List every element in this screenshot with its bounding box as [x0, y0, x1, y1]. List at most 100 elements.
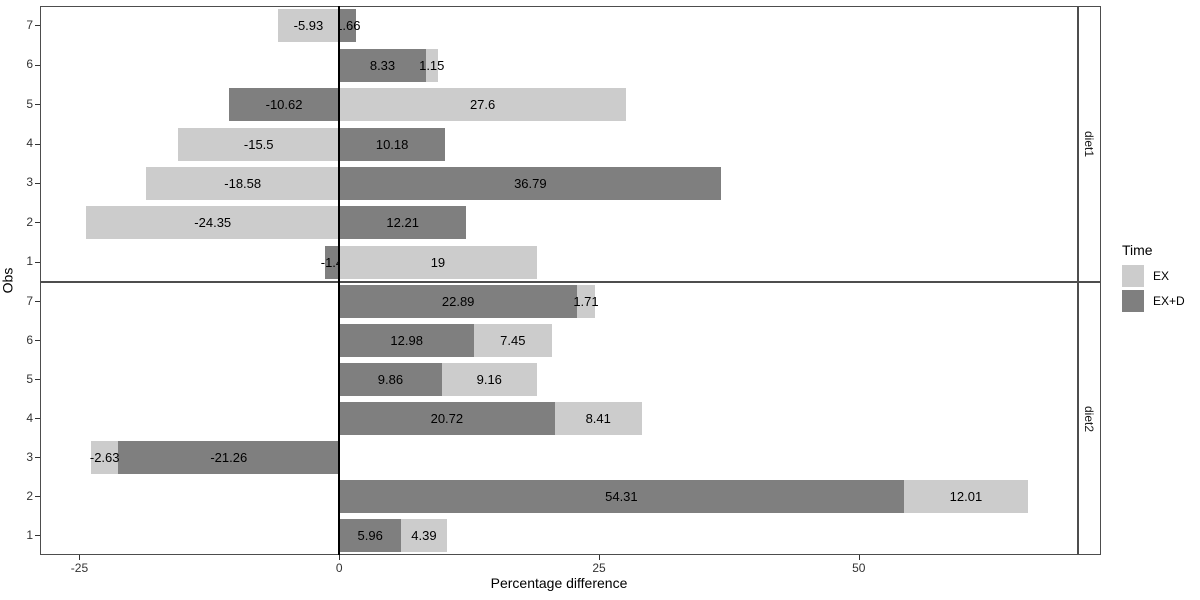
bar-segment: -10.62	[228, 88, 340, 122]
facet-strip-diet2: diet2	[1078, 282, 1101, 555]
y-tick-label: 7	[26, 293, 33, 308]
x-tick-label: 0	[335, 561, 343, 575]
bar-segment: -15.5	[178, 127, 340, 161]
y-axis-tick	[35, 535, 40, 536]
bar-value-label: 8.41	[585, 411, 611, 426]
facet-strip-label: diet2	[1082, 405, 1097, 432]
y-axis-tick	[35, 261, 40, 263]
bar-value-label: -10.62	[265, 97, 303, 113]
bar-value-label: 8.33	[369, 57, 396, 73]
bar-segment: 1.15	[419, 48, 444, 82]
legend-swatch	[1122, 290, 1144, 312]
bar-segment: 7.45	[474, 324, 552, 357]
legend-item-EX+D: EX+D	[1122, 290, 1185, 312]
y-tick-label: 5	[26, 371, 33, 386]
bar-segment: 9.16	[441, 363, 537, 396]
x-tick-label: 50	[852, 561, 866, 575]
y-tick-label: 1	[26, 527, 33, 542]
bar-value-label: 4.39	[411, 528, 437, 543]
bar-value-label: -2.63	[89, 450, 120, 465]
bar-value-label: 9.86	[377, 372, 404, 387]
bar-segment: 12.21	[339, 206, 467, 240]
y-axis-tick	[35, 182, 40, 184]
y-tick-label: 5	[26, 96, 33, 111]
y-tick-label: 6	[26, 57, 33, 72]
bar-value-label: 1.15	[419, 57, 445, 73]
bar-value-label: 5.96	[357, 528, 383, 543]
bar-segment: -5.93	[277, 9, 340, 43]
bar-value-label: -24.35	[194, 215, 232, 231]
x-axis-tick	[599, 555, 600, 560]
bar-segment: -2.63	[89, 441, 120, 474]
bar-segment: 1.66	[335, 9, 361, 43]
bar-value-label: 36.79	[514, 175, 547, 191]
x-tick-label: 25	[592, 561, 606, 575]
y-axis-tick	[35, 222, 40, 224]
bar-segment: 8.41	[554, 402, 642, 435]
y-tick-label: 2	[26, 214, 33, 229]
bar-value-label: 7.45	[500, 333, 526, 348]
bar-segment: 12.01	[903, 480, 1029, 513]
bar-segment: 20.72	[339, 402, 555, 435]
bar-segment: 19	[339, 245, 537, 279]
bar-segment: 10.18	[339, 127, 445, 161]
y-tick-label: 1	[26, 254, 33, 269]
bar-segment: 4.39	[401, 519, 447, 552]
bar-segment: -21.26	[118, 441, 340, 474]
bar-segment: 22.89	[339, 285, 578, 318]
x-axis-title: Percentage difference	[490, 575, 628, 591]
bar-segment: 5.96	[339, 519, 402, 552]
x-axis-tick	[858, 555, 860, 560]
bar-value-label: 12.21	[386, 215, 419, 231]
bar-value-label: 54.31	[605, 489, 638, 504]
bar-segment: 9.86	[339, 363, 442, 396]
legend-label: EX+D	[1153, 294, 1185, 308]
bar-value-label: 1.71	[573, 294, 599, 309]
bar-segment: 27.6	[339, 88, 626, 122]
x-tick-label: -25	[70, 561, 89, 575]
bar-value-label: 10.18	[375, 136, 409, 152]
facet-strip-label: diet1	[1082, 130, 1097, 158]
legend-swatch	[1122, 265, 1144, 287]
zero-reference-line	[338, 6, 341, 555]
bar-value-label: 9.16	[476, 372, 502, 387]
bar-segment: -1.4	[321, 245, 343, 279]
y-axis-tick	[35, 379, 40, 380]
bar-segment: 36.79	[339, 166, 722, 200]
y-axis-title: Obs	[0, 267, 16, 294]
bar-segment: 8.33	[339, 48, 426, 82]
y-axis-tick	[35, 104, 40, 106]
legend-items: EX EX+D	[1122, 265, 1185, 312]
y-tick-label: 3	[26, 449, 33, 464]
bar-segment: 54.31	[339, 480, 904, 513]
bar-value-label: -5.93	[293, 18, 324, 34]
bar-value-label: 20.72	[430, 411, 464, 426]
bar-value-label: 19	[430, 254, 446, 270]
bar-value-label: -1.4	[320, 254, 344, 270]
bar-value-label: 1.66	[335, 18, 361, 34]
y-tick-label: 7	[26, 17, 33, 32]
y-tick-label: 2	[26, 488, 33, 503]
legend: Time EX EX+D	[1122, 242, 1185, 315]
y-tick-label: 4	[26, 136, 33, 150]
y-axis-tick	[35, 496, 40, 497]
bar-value-label: 27.6	[469, 97, 496, 113]
bar-value-label: -21.26	[210, 450, 248, 465]
x-axis-tick	[79, 555, 81, 560]
y-axis-tick	[35, 25, 40, 27]
y-tick-label: 6	[26, 332, 33, 347]
y-axis-tick	[35, 457, 40, 458]
y-axis-tick	[35, 340, 40, 341]
y-axis-tick	[35, 143, 40, 145]
bar-segment: -18.58	[146, 166, 340, 200]
legend-title: Time	[1122, 242, 1153, 258]
bar-segment: 12.98	[339, 324, 475, 357]
bar-segment: 1.71	[573, 285, 599, 318]
y-tick-label: 4	[26, 410, 33, 425]
bar-value-label: -15.5	[243, 136, 274, 152]
bar-value-label: 12.98	[390, 333, 423, 348]
bar-value-label: 22.89	[441, 294, 475, 309]
bar-value-label: -18.58	[224, 175, 262, 191]
bar-segment: -24.35	[86, 206, 340, 240]
